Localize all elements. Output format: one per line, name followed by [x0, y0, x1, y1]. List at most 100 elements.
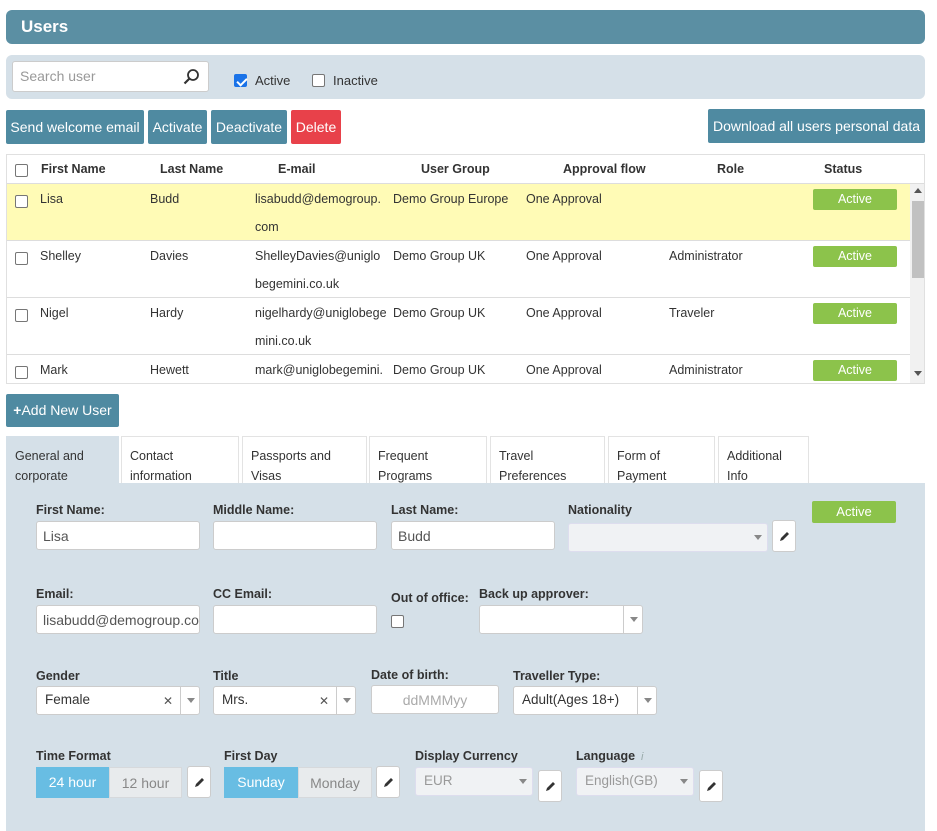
cell-approval-flow: One Approval [526, 249, 602, 263]
col-user-group[interactable]: User Group [421, 162, 490, 176]
info-icon[interactable]: i [641, 751, 644, 763]
page-title: Users [6, 10, 925, 44]
row-checkbox[interactable] [15, 366, 28, 379]
status-badge: Active [813, 189, 897, 210]
cell-first-name: Shelley [40, 249, 81, 263]
title-select[interactable]: Mrs. ✕ [213, 686, 356, 715]
backup-approver-select[interactable] [479, 605, 643, 634]
language-select[interactable]: English(GB) [576, 767, 694, 796]
tab-contact[interactable]: Contact information [121, 436, 239, 484]
table-scrollbar[interactable] [910, 184, 924, 383]
chevron-down-icon [748, 524, 767, 551]
cell-user-group: Demo Group UK [393, 306, 486, 320]
tab-passports[interactable]: Passports and Visas [242, 436, 367, 484]
gender-value: Female [45, 692, 91, 707]
nationality-select[interactable] [568, 523, 768, 552]
edit-language-button[interactable] [699, 770, 723, 802]
cell-approval-flow: One Approval [526, 192, 602, 206]
last-name-label: Last Name: [391, 503, 459, 517]
cell-first-name: Lisa [40, 192, 63, 206]
scroll-up-arrow-icon[interactable] [914, 188, 922, 193]
display-currency-select[interactable]: EUR [415, 767, 533, 796]
language-value: English(GB) [585, 773, 658, 788]
row-checkbox[interactable] [15, 309, 28, 322]
tab-frequent-programs[interactable]: Frequent Programs [369, 436, 487, 484]
gender-select[interactable]: Female ✕ [36, 686, 200, 715]
row-checkbox[interactable] [15, 252, 28, 265]
time-format-12-option[interactable]: 12 hour [109, 767, 182, 798]
status-badge: Active [812, 501, 896, 523]
tab-additional-info[interactable]: Additional Info [718, 436, 809, 484]
middle-name-field[interactable] [213, 521, 377, 550]
col-last-name[interactable]: Last Name [160, 162, 224, 176]
deactivate-button[interactable]: Deactivate [211, 110, 287, 144]
col-approval-flow[interactable]: Approval flow [563, 162, 646, 176]
col-first-name[interactable]: First Name [41, 162, 106, 176]
clear-icon[interactable]: ✕ [162, 694, 173, 708]
row-checkbox[interactable] [15, 195, 28, 208]
first-day-sunday-option[interactable]: Sunday [224, 767, 298, 798]
add-new-user-label: Add New User [21, 402, 112, 418]
select-all-checkbox[interactable] [15, 164, 28, 177]
out-of-office-label: Out of office: [391, 591, 469, 605]
tab-bar: General and corporate settings Contact i… [6, 436, 925, 503]
add-new-user-button[interactable]: +Add New User [6, 394, 119, 427]
cc-email-field[interactable] [213, 605, 377, 634]
cell-last-name: Davies [150, 249, 189, 263]
search-icon[interactable] [183, 68, 200, 85]
inactive-checkbox[interactable] [312, 74, 325, 87]
time-format-24-option[interactable]: 24 hour [36, 767, 109, 798]
edit-time-format-button[interactable] [187, 766, 211, 798]
email-field[interactable]: lisabudd@demogroup.com [36, 605, 200, 634]
scroll-down-arrow-icon[interactable] [914, 371, 922, 376]
out-of-office-checkbox[interactable] [391, 615, 404, 628]
download-data-button[interactable]: Download all users personal data [708, 109, 925, 143]
inactive-label: Inactive [333, 73, 378, 88]
backup-approver-label: Back up approver: [479, 587, 589, 601]
first-day-label: First Day [224, 749, 278, 763]
dob-label: Date of birth: [371, 668, 449, 682]
edit-nationality-button[interactable] [772, 520, 796, 552]
first-name-field[interactable]: Lisa [36, 521, 200, 550]
inactive-filter[interactable]: Inactive [312, 73, 378, 88]
edit-currency-button[interactable] [538, 770, 562, 802]
send-welcome-email-button[interactable]: Send welcome email [6, 110, 144, 144]
table-row[interactable]: Mark Hewett mark@uniglobegemini. Demo Gr… [7, 355, 910, 383]
cell-approval-flow: One Approval [526, 306, 602, 320]
chevron-down-icon [623, 606, 642, 633]
clear-icon[interactable]: ✕ [318, 694, 329, 708]
col-email[interactable]: E-mail [278, 162, 316, 176]
active-filter[interactable]: Active [234, 73, 290, 88]
status-badge: Active [813, 360, 897, 381]
table-header: First Name Last Name E-mail User Group A… [7, 155, 924, 184]
traveller-type-label: Traveller Type: [513, 669, 601, 683]
delete-button[interactable]: Delete [291, 110, 341, 144]
cell-role: Traveler [669, 306, 715, 320]
col-status[interactable]: Status [824, 162, 863, 176]
scroll-thumb[interactable] [912, 201, 924, 278]
table-row[interactable]: Lisa Budd lisabudd@demogroup.com Demo Gr… [7, 184, 910, 241]
active-checkbox[interactable] [234, 74, 247, 87]
table-row[interactable]: Nigel Hardy nigelhardy@uniglobegemini.co… [7, 298, 910, 355]
chevron-down-icon [180, 687, 199, 714]
dob-field[interactable]: ddMMMyy [371, 685, 499, 714]
cell-email: ShelleyDavies@uniglobegemini.co.uk [255, 249, 381, 291]
cell-last-name: Hardy [150, 306, 184, 320]
display-currency-label: Display Currency [415, 749, 518, 763]
traveller-type-select[interactable]: Adult(Ages 18+) [513, 686, 657, 715]
search-input[interactable] [13, 62, 173, 90]
table-row[interactable]: Shelley Davies ShelleyDavies@uniglobegem… [7, 241, 910, 298]
last-name-field[interactable]: Budd [391, 521, 555, 550]
active-label: Active [255, 73, 291, 88]
activate-button[interactable]: Activate [148, 110, 207, 144]
tab-general[interactable]: General and corporate settings [6, 436, 119, 503]
col-role[interactable]: Role [717, 162, 745, 176]
cell-first-name: Nigel [40, 306, 69, 320]
edit-first-day-button[interactable] [376, 766, 400, 798]
tab-form-of-payment[interactable]: Form of Payment [608, 436, 715, 484]
first-day-monday-option[interactable]: Monday [298, 767, 372, 798]
middle-name-label: Middle Name: [213, 503, 295, 517]
title-label: Title [213, 669, 239, 683]
tab-travel-preferences[interactable]: Travel Preferences [490, 436, 605, 484]
